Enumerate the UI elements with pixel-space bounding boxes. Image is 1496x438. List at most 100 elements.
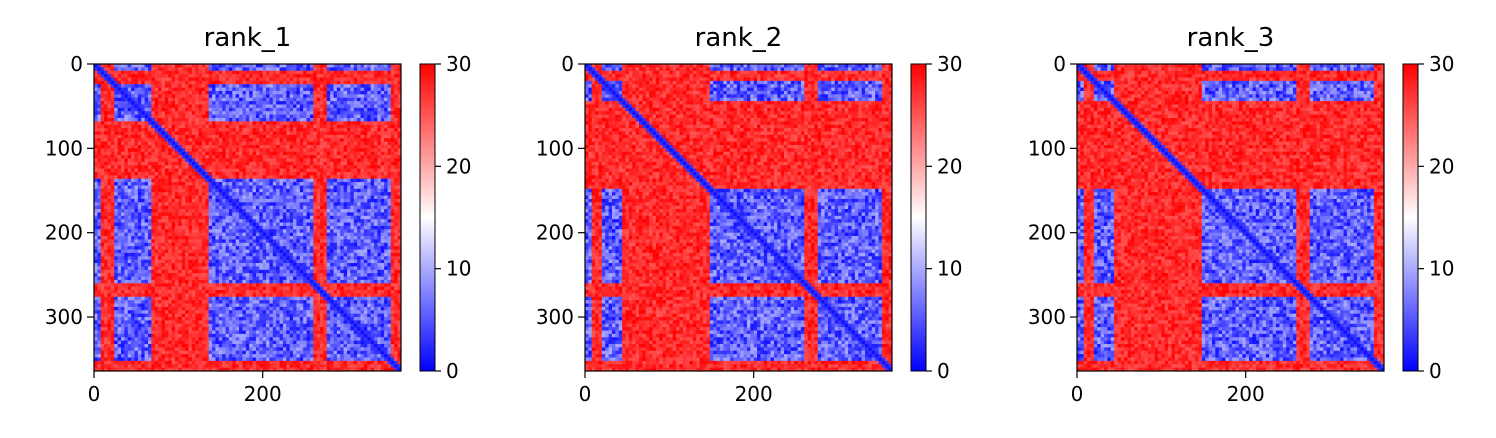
heatmap-cell	[336, 134, 341, 139]
heatmap-cell	[114, 64, 119, 68]
heatmap-cell	[215, 222, 220, 227]
heatmap-cell	[313, 161, 318, 166]
heatmap-cell	[306, 124, 311, 129]
heatmap-cell	[201, 114, 206, 119]
heatmap-cell	[181, 232, 186, 237]
heatmap-cell	[201, 94, 206, 99]
heatmap-cell	[178, 158, 183, 163]
heatmap-cell	[107, 188, 112, 193]
heatmap-cell	[323, 158, 328, 163]
heatmap-cell	[131, 124, 135, 129]
heatmap-cell	[259, 192, 264, 196]
heatmap-cell	[245, 192, 250, 196]
heatmap-cell	[245, 161, 250, 166]
heatmap-cell	[225, 124, 230, 129]
heatmap-cell	[309, 225, 314, 230]
heatmap-cell	[336, 215, 341, 220]
heatmap-cell	[104, 151, 108, 156]
heatmap-cell	[164, 202, 169, 207]
heatmap-cell	[252, 117, 257, 122]
heatmap-cell	[363, 168, 368, 173]
heatmap-cell	[380, 90, 385, 95]
heatmap-cell	[363, 77, 368, 82]
heatmap-cell	[164, 114, 169, 119]
heatmap-cell	[168, 209, 172, 213]
heatmap-cell	[296, 80, 301, 85]
heatmap-cell	[252, 138, 257, 142]
heatmap-cell	[104, 168, 108, 173]
heatmap-cell	[249, 111, 253, 115]
heatmap-cell	[289, 222, 294, 227]
heatmap-cell	[174, 134, 179, 139]
heatmap-cell	[313, 219, 318, 223]
heatmap-cell	[195, 165, 199, 169]
heatmap-cell	[353, 128, 358, 132]
heatmap-cell	[330, 212, 334, 217]
heatmap-cell	[286, 246, 291, 250]
heatmap-cell	[174, 232, 179, 237]
heatmap-cell	[174, 124, 179, 129]
heatmap-cell	[262, 104, 267, 109]
heatmap-cell	[158, 155, 162, 159]
heatmap-cell	[161, 107, 166, 112]
heatmap-cell	[222, 121, 226, 126]
heatmap-cell	[249, 77, 253, 82]
heatmap-cell	[151, 168, 156, 173]
heatmap-cell	[225, 70, 230, 75]
heatmap-cell	[215, 161, 220, 166]
heatmap-cell	[347, 77, 351, 82]
heatmap-cell	[242, 209, 247, 213]
heatmap-cell	[94, 87, 98, 92]
heatmap-cell	[299, 151, 304, 156]
heatmap-cell	[201, 70, 206, 75]
heatmap-cell	[326, 111, 331, 115]
heatmap-cell	[141, 165, 145, 169]
heatmap-cell	[239, 84, 243, 89]
heatmap-cell	[154, 161, 159, 166]
heatmap-cell	[178, 182, 183, 186]
heatmap-cell	[249, 205, 253, 210]
heatmap-cell	[363, 242, 368, 247]
heatmap-cell	[225, 141, 230, 146]
heatmap-cell	[252, 171, 257, 176]
heatmap-cell	[181, 67, 186, 72]
heatmap-cell	[272, 232, 277, 237]
heatmap-cell	[215, 74, 220, 78]
heatmap-cell	[333, 114, 338, 119]
heatmap-cell	[178, 117, 183, 122]
heatmap-cell	[218, 185, 223, 190]
heatmap-cell	[269, 84, 274, 89]
heatmap-cell	[201, 158, 206, 163]
heatmap-cell	[185, 161, 189, 166]
heatmap-cell	[208, 124, 213, 129]
heatmap-cell	[218, 222, 223, 227]
heatmap-cell	[384, 155, 388, 159]
heatmap-cell	[124, 77, 129, 82]
heatmap-cell	[259, 188, 264, 193]
heatmap-cell	[198, 229, 203, 234]
heatmap-cell	[374, 158, 378, 163]
heatmap-cell	[97, 87, 102, 92]
heatmap-cell	[120, 104, 125, 109]
heatmap-cell	[195, 77, 199, 82]
heatmap-cell	[235, 87, 240, 92]
heatmap-cell	[397, 128, 402, 132]
heatmap-cell	[94, 225, 98, 230]
heatmap-cell	[171, 212, 176, 217]
heatmap-cell	[296, 97, 301, 102]
heatmap-cell	[225, 97, 230, 102]
heatmap-cell	[296, 94, 301, 99]
heatmap-cell	[303, 117, 307, 122]
heatmap-cell	[289, 239, 294, 244]
heatmap-cell	[158, 148, 162, 153]
heatmap-cell	[333, 175, 338, 180]
heatmap-cell	[286, 209, 291, 213]
heatmap-cell	[232, 77, 237, 82]
heatmap-cell	[104, 148, 108, 153]
heatmap-cell	[377, 168, 382, 173]
heatmap-cell	[144, 219, 149, 223]
heatmap-cell	[158, 202, 162, 207]
heatmap-cell	[188, 215, 193, 220]
heatmap-cell	[347, 124, 351, 129]
heatmap-cell	[242, 168, 247, 173]
